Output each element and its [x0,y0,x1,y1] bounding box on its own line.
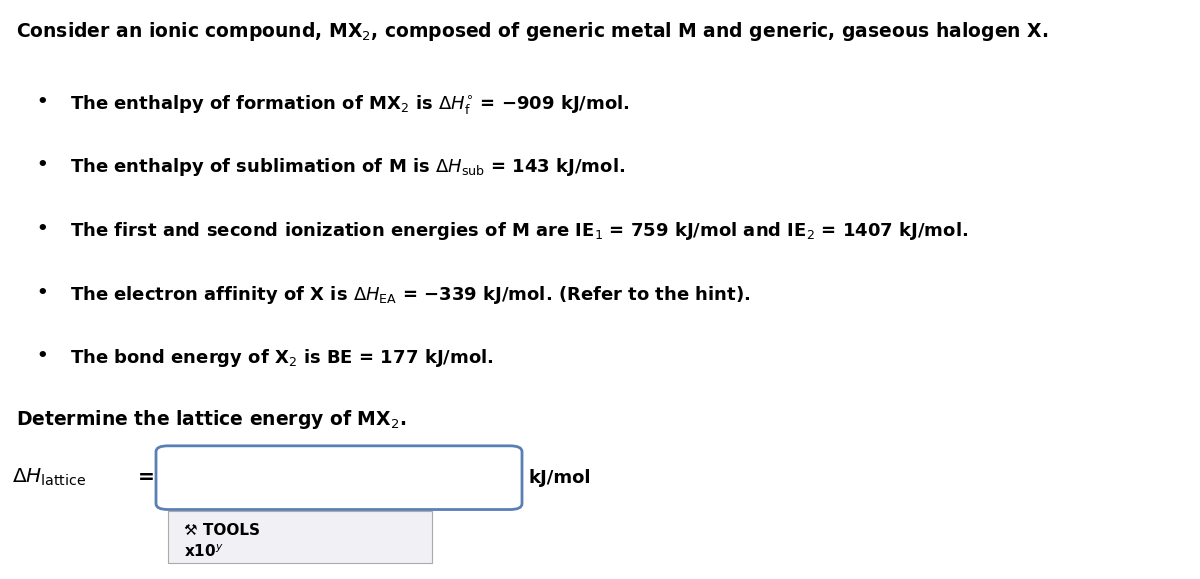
Text: •: • [36,93,48,111]
Text: The first and second ionization energies of M are IE$_1$ = 759 kJ/mol and IE$_2$: The first and second ionization energies… [70,220,967,242]
Text: The enthalpy of sublimation of M is $\Delta H_{\mathrm{sub}}$ = 143 kJ/mol.: The enthalpy of sublimation of M is $\De… [70,156,625,178]
FancyBboxPatch shape [156,446,522,510]
Text: The bond energy of X$_2$ is BE = 177 kJ/mol.: The bond energy of X$_2$ is BE = 177 kJ/… [70,347,493,369]
Text: The enthalpy of formation of MX$_2$ is $\Delta H^{\circ}_{\mathrm{f}}$ = −909 kJ: The enthalpy of formation of MX$_2$ is $… [70,93,629,116]
Text: $\Delta H_{\mathrm{lattice}}$: $\Delta H_{\mathrm{lattice}}$ [12,467,86,488]
FancyBboxPatch shape [168,511,432,563]
Text: The electron affinity of X is $\Delta H_{\mathrm{EA}}$ = −339 kJ/mol. (Refer to : The electron affinity of X is $\Delta H_… [70,284,750,306]
Text: Determine the lattice energy of MX$_2$.: Determine the lattice energy of MX$_2$. [16,408,406,431]
Text: ⚒ TOOLS: ⚒ TOOLS [184,523,259,538]
Text: x10$^y$: x10$^y$ [184,543,223,559]
Text: •: • [36,156,48,174]
Text: kJ/mol: kJ/mol [528,468,590,487]
Text: =: = [138,468,155,487]
Text: •: • [36,220,48,238]
Text: Consider an ionic compound, MX$_2$, composed of generic metal M and generic, gas: Consider an ionic compound, MX$_2$, comp… [16,20,1048,43]
Text: •: • [36,284,48,302]
Text: •: • [36,347,48,365]
